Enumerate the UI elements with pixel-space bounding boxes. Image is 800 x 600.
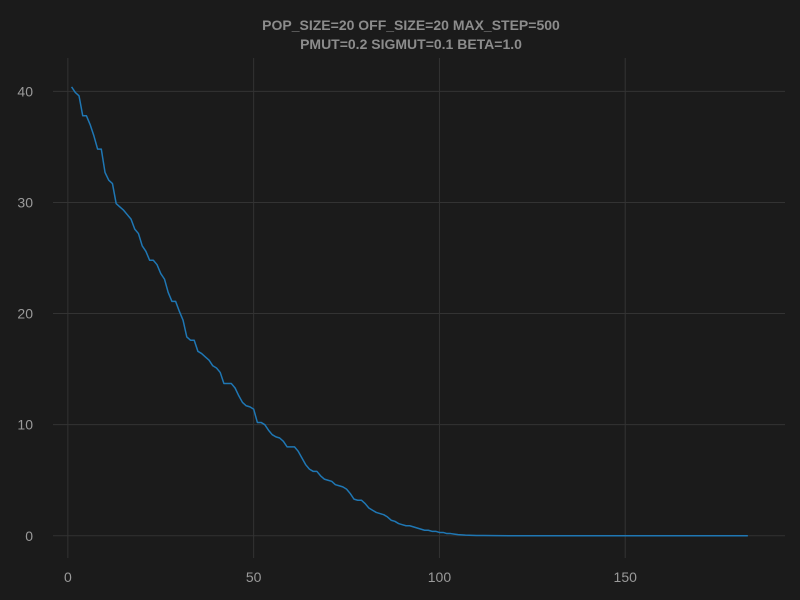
chart-title-line-2: PMUT=0.2 SIGMUT=0.1 BETA=1.0 [300, 36, 522, 52]
x-tick-label: 50 [246, 569, 262, 585]
y-tick-label: 10 [17, 417, 33, 433]
y-tick-label: 40 [17, 83, 33, 99]
y-tick-label: 30 [17, 194, 33, 210]
y-tick-label: 0 [25, 528, 33, 544]
data-series [70, 86, 748, 537]
chart-title-line-1: POP_SIZE=20 OFF_SIZE=20 MAX_STEP=500 [262, 17, 560, 33]
grid-lines [53, 58, 785, 558]
x-tick-label: 100 [428, 569, 452, 585]
x-tick-label: 150 [614, 569, 638, 585]
tick-labels: 0 50 100 150 0 10 20 30 40 [17, 83, 637, 585]
y-tick-label: 20 [17, 306, 33, 322]
series-line-0 [70, 86, 748, 537]
x-tick-label: 0 [64, 569, 72, 585]
